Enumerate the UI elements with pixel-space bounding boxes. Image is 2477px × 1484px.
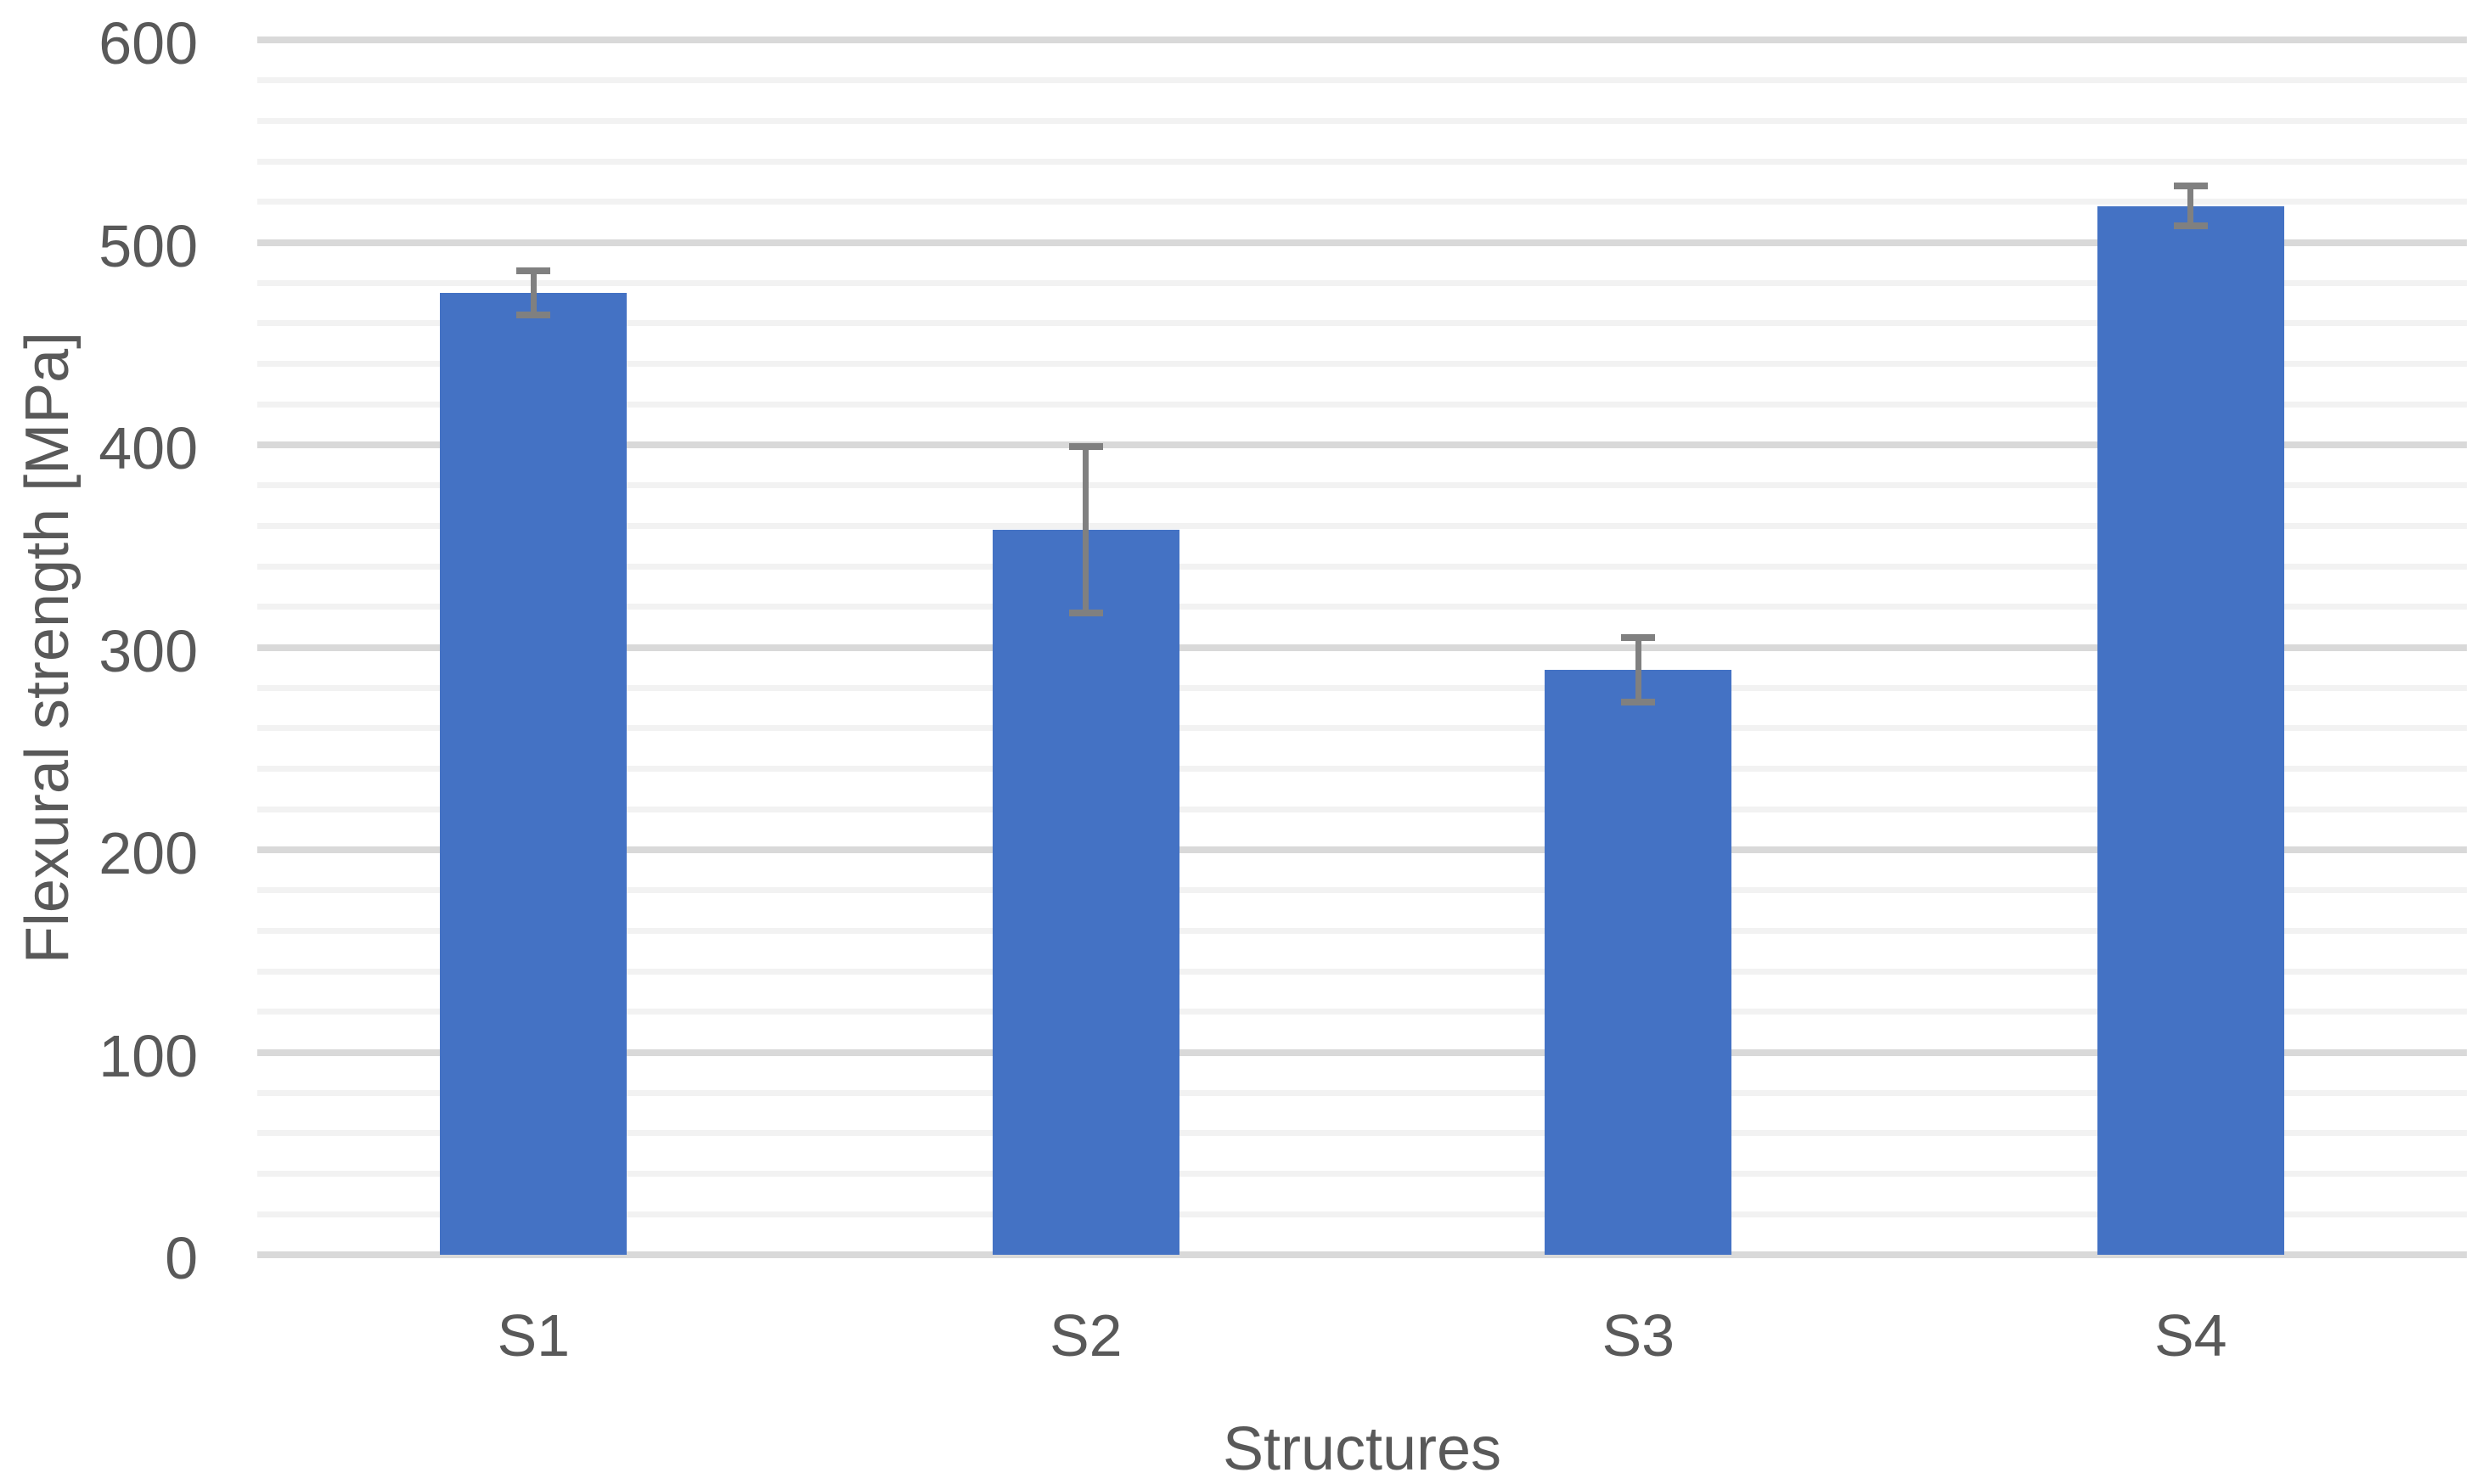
error-bar-cap-bottom-S3: [1621, 698, 1656, 705]
minor-gridline-240: [257, 766, 2467, 773]
minor-gridline-60: [257, 1130, 2467, 1137]
x-category-label-S3: S3: [1602, 1302, 1675, 1369]
y-tick-label-300: 300: [99, 617, 198, 684]
minor-gridline-80: [257, 1089, 2467, 1096]
x-category-label-S4: S4: [2153, 1302, 2227, 1369]
minor-gridline-160: [257, 927, 2467, 934]
minor-gridline-220: [257, 806, 2467, 812]
major-gridline-100: [257, 1048, 2467, 1056]
x-category-label-S2: S2: [1049, 1302, 1123, 1369]
minor-gridline-580: [257, 77, 2467, 84]
plot-area: [257, 0, 2467, 1468]
minor-gridline-360: [257, 522, 2467, 529]
major-gridline-500: [257, 239, 2467, 246]
major-gridline-600: [257, 37, 2467, 43]
minor-gridline-420: [257, 401, 2467, 408]
error-bar-cap-bottom-S2: [1068, 609, 1103, 616]
minor-gridline-560: [257, 117, 2467, 124]
minor-gridline-40: [257, 1171, 2467, 1178]
y-tick-label-500: 500: [99, 212, 198, 279]
minor-gridline-540: [257, 158, 2467, 165]
major-gridline-0: [257, 1251, 2467, 1258]
error-bar-stem-S3: [1635, 637, 1641, 702]
error-bar-stem-S4: [2187, 185, 2194, 227]
minor-gridline-380: [257, 482, 2467, 489]
error-bar-cap-top-S4: [2173, 182, 2208, 189]
major-gridline-200: [257, 846, 2467, 853]
minor-gridline-320: [257, 604, 2467, 610]
bar-S2: [992, 530, 1179, 1255]
bar-S3: [1545, 669, 1732, 1255]
error-bar-stem-S1: [530, 270, 537, 316]
minor-gridline-140: [257, 968, 2467, 975]
y-tick-label-0: 0: [165, 1225, 198, 1291]
minor-gridline-260: [257, 725, 2467, 732]
error-bar-stem-S2: [1083, 447, 1089, 613]
error-bar-cap-top-S2: [1068, 443, 1103, 451]
minor-gridline-180: [257, 887, 2467, 894]
y-tick-label-400: 400: [99, 415, 198, 481]
error-bar-cap-top-S3: [1621, 633, 1656, 641]
bar-S1: [440, 293, 628, 1255]
bar-S4: [2097, 205, 2284, 1255]
major-gridline-300: [257, 644, 2467, 651]
minor-gridline-280: [257, 684, 2467, 691]
minor-gridline-340: [257, 563, 2467, 570]
error-bar-cap-bottom-S4: [2173, 222, 2208, 230]
error-bar-cap-top-S1: [516, 267, 551, 274]
x-axis-title: Structures: [1222, 1415, 1502, 1483]
major-gridline-400: [257, 441, 2467, 448]
minor-gridline-480: [257, 279, 2467, 286]
minor-gridline-120: [257, 1009, 2467, 1015]
minor-gridline-20: [257, 1211, 2467, 1217]
minor-gridline-460: [257, 320, 2467, 327]
error-bar-cap-bottom-S1: [516, 312, 551, 319]
minor-gridline-440: [257, 361, 2467, 368]
y-tick-label-200: 200: [99, 820, 198, 886]
x-category-label-S1: S1: [497, 1302, 571, 1369]
y-tick-label-100: 100: [99, 1022, 198, 1089]
minor-gridline-520: [257, 199, 2467, 205]
y-tick-label-600: 600: [99, 10, 198, 76]
